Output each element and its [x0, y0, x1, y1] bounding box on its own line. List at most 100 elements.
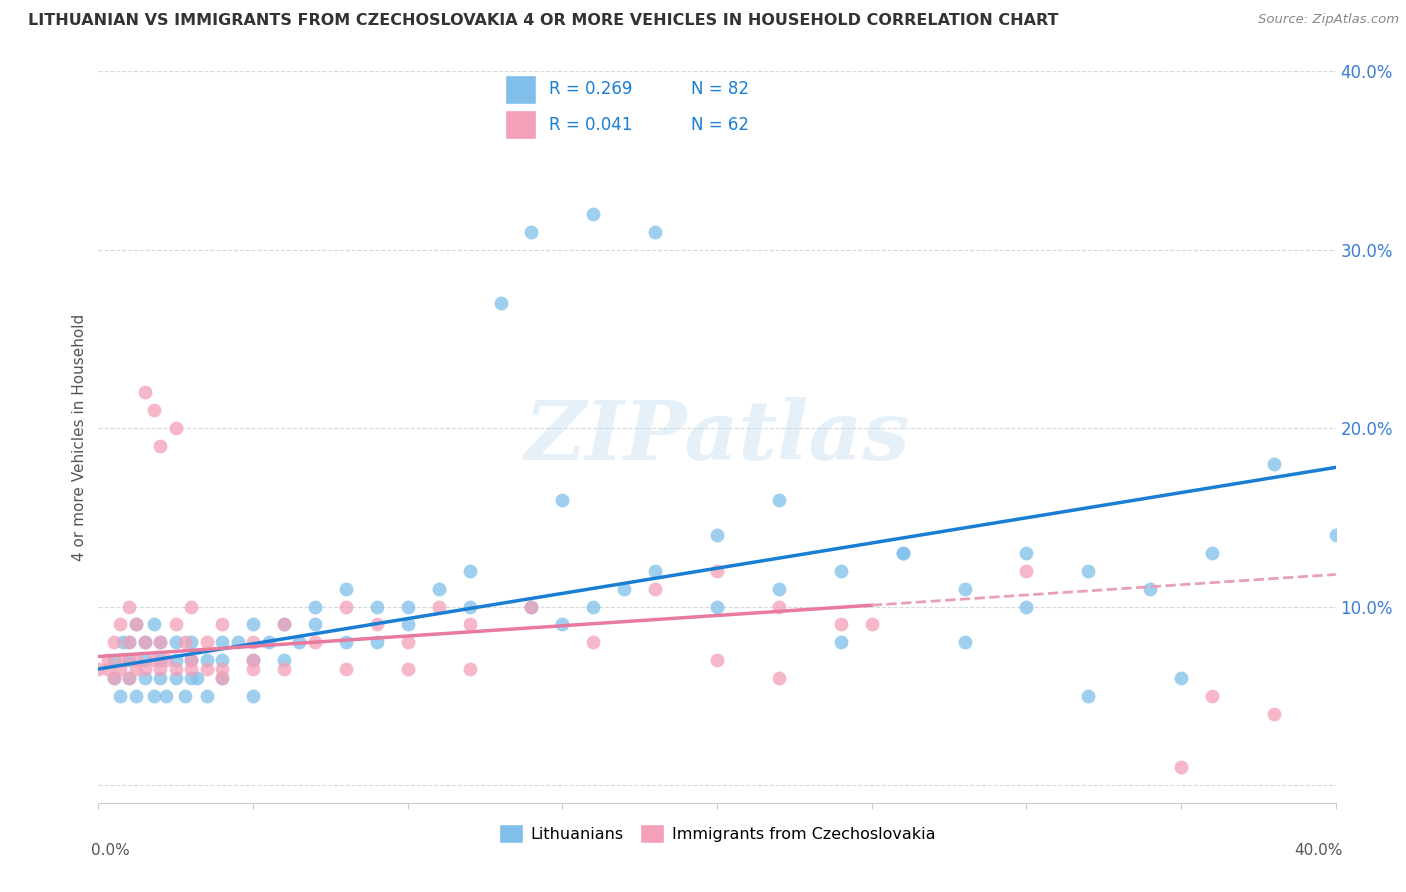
Point: [180, 653, 202, 667]
Point: [582, 599, 605, 614]
Point: [489, 296, 512, 310]
Point: [174, 635, 197, 649]
Point: [335, 635, 357, 649]
Point: [335, 582, 357, 596]
Point: [396, 599, 419, 614]
Point: [830, 635, 852, 649]
Point: [427, 599, 450, 614]
Point: [149, 653, 172, 667]
Point: [180, 671, 202, 685]
Point: [1386, 492, 1406, 507]
Point: [1139, 582, 1161, 596]
Point: [273, 662, 295, 676]
Point: [211, 635, 233, 649]
Point: [706, 564, 728, 578]
Point: [768, 599, 790, 614]
Point: [1015, 599, 1038, 614]
Point: [706, 599, 728, 614]
Point: [108, 689, 131, 703]
Point: [304, 617, 326, 632]
Point: [242, 689, 264, 703]
Point: [195, 662, 218, 676]
Point: [582, 635, 605, 649]
Text: R = 0.041: R = 0.041: [548, 116, 631, 134]
Point: [118, 635, 141, 649]
Point: [335, 662, 357, 676]
Point: [613, 582, 636, 596]
Y-axis label: 4 or more Vehicles in Household: 4 or more Vehicles in Household: [72, 313, 87, 561]
Point: [458, 564, 481, 578]
Point: [273, 653, 295, 667]
Point: [1170, 760, 1192, 774]
Point: [87, 662, 110, 676]
Point: [860, 617, 883, 632]
Point: [112, 653, 135, 667]
Point: [1324, 528, 1347, 542]
Point: [242, 635, 264, 649]
FancyBboxPatch shape: [505, 111, 536, 139]
Point: [273, 617, 295, 632]
Point: [768, 671, 790, 685]
Point: [1077, 689, 1099, 703]
Point: [242, 617, 264, 632]
Point: [304, 599, 326, 614]
Point: [97, 653, 120, 667]
Point: [149, 671, 172, 685]
Point: [149, 635, 172, 649]
Point: [165, 635, 187, 649]
Point: [103, 671, 125, 685]
Point: [118, 671, 141, 685]
Point: [335, 599, 357, 614]
Point: [165, 662, 187, 676]
Point: [706, 528, 728, 542]
Point: [211, 653, 233, 667]
Point: [706, 653, 728, 667]
Point: [124, 662, 146, 676]
Point: [1386, 510, 1406, 524]
Point: [273, 617, 295, 632]
Point: [195, 689, 218, 703]
Point: [211, 617, 233, 632]
Point: [1263, 457, 1285, 471]
Point: [551, 492, 574, 507]
Point: [226, 635, 249, 649]
Point: [768, 582, 790, 596]
Point: [149, 662, 172, 676]
Point: [124, 617, 146, 632]
Text: N = 82: N = 82: [690, 80, 749, 98]
Point: [149, 635, 172, 649]
Point: [180, 662, 202, 676]
Point: [1077, 564, 1099, 578]
Point: [103, 635, 125, 649]
Point: [257, 635, 280, 649]
Point: [366, 599, 388, 614]
Point: [103, 653, 125, 667]
Point: [242, 662, 264, 676]
Point: [242, 653, 264, 667]
Text: 40.0%: 40.0%: [1295, 843, 1343, 858]
Point: [644, 225, 666, 239]
Text: Source: ZipAtlas.com: Source: ZipAtlas.com: [1258, 13, 1399, 27]
Point: [1015, 546, 1038, 560]
Legend: Lithuanians, Immigrants from Czechoslovakia: Lithuanians, Immigrants from Czechoslova…: [492, 817, 942, 850]
Text: LITHUANIAN VS IMMIGRANTS FROM CZECHOSLOVAKIA 4 OR MORE VEHICLES IN HOUSEHOLD COR: LITHUANIAN VS IMMIGRANTS FROM CZECHOSLOV…: [28, 13, 1059, 29]
Point: [520, 599, 543, 614]
Point: [165, 617, 187, 632]
Point: [1015, 564, 1038, 578]
Point: [953, 635, 976, 649]
Point: [582, 207, 605, 221]
Point: [112, 635, 135, 649]
Point: [551, 617, 574, 632]
Point: [1170, 671, 1192, 685]
Point: [195, 635, 218, 649]
Text: N = 62: N = 62: [690, 116, 749, 134]
Point: [124, 653, 146, 667]
Point: [108, 662, 131, 676]
Point: [1201, 546, 1223, 560]
Point: [768, 492, 790, 507]
Text: 0.0%: 0.0%: [91, 843, 131, 858]
Point: [124, 617, 146, 632]
FancyBboxPatch shape: [505, 75, 536, 103]
Point: [174, 689, 197, 703]
Point: [458, 662, 481, 676]
